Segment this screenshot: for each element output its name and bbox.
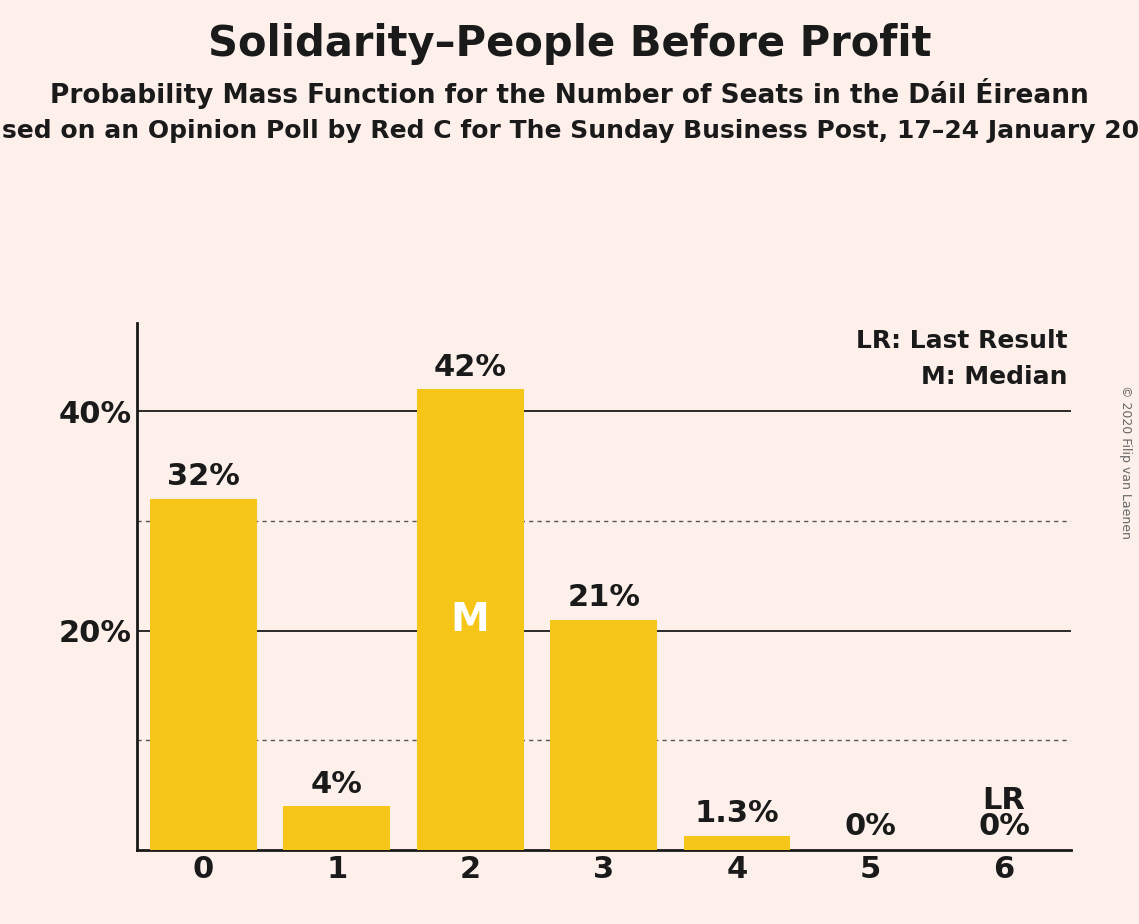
Bar xyxy=(150,499,256,850)
Text: LR: Last Result: LR: Last Result xyxy=(857,329,1068,353)
Text: 4%: 4% xyxy=(311,770,362,798)
Bar xyxy=(683,836,790,850)
Text: 21%: 21% xyxy=(567,583,640,612)
Text: 0%: 0% xyxy=(978,812,1030,841)
Text: Probability Mass Function for the Number of Seats in the Dáil Éireann: Probability Mass Function for the Number… xyxy=(50,78,1089,109)
Text: M: M xyxy=(451,601,490,638)
Text: 1.3%: 1.3% xyxy=(695,799,779,828)
Bar xyxy=(284,806,391,850)
Text: 32%: 32% xyxy=(167,462,240,492)
Text: Solidarity–People Before Profit: Solidarity–People Before Profit xyxy=(207,23,932,65)
Bar xyxy=(417,389,524,850)
Text: Based on an Opinion Poll by Red C for The Sunday Business Post, 17–24 January 20: Based on an Opinion Poll by Red C for Th… xyxy=(0,119,1139,143)
Bar xyxy=(550,620,657,850)
Text: LR: LR xyxy=(983,786,1025,815)
Text: 42%: 42% xyxy=(434,353,507,382)
Text: 0%: 0% xyxy=(845,812,896,841)
Text: M: Median: M: Median xyxy=(921,365,1068,389)
Text: © 2020 Filip van Laenen: © 2020 Filip van Laenen xyxy=(1118,385,1132,539)
